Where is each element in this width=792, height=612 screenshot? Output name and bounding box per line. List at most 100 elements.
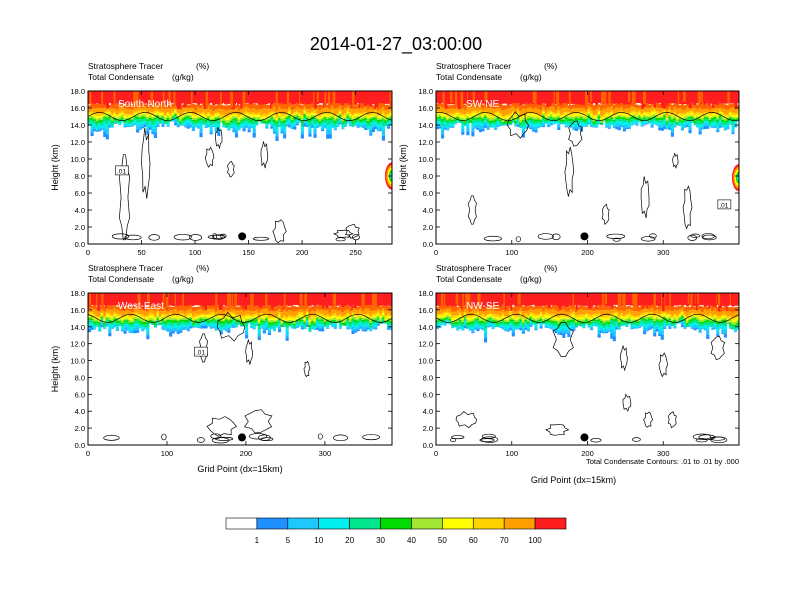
cross-section-label: NW-SE bbox=[466, 301, 499, 312]
y-tick-label: 10.0 bbox=[70, 357, 85, 366]
contour-low-cloud bbox=[702, 234, 717, 241]
y-tick-label: 10.0 bbox=[418, 155, 433, 164]
contour-cloud bbox=[119, 154, 130, 241]
contour-low-cloud bbox=[551, 233, 561, 241]
y-tick-label: 8.0 bbox=[75, 373, 85, 382]
contour-low-cloud bbox=[649, 233, 657, 239]
contour-low-cloud bbox=[260, 437, 274, 442]
y-tick-label: 12.0 bbox=[70, 340, 85, 349]
contour-tropopause bbox=[436, 111, 739, 122]
y-axis: 0.0 2.0 4.0 6.0 8.0 10.0 12.0 14.0 16.0 18.0 Heigh… bbox=[50, 87, 392, 249]
contour-low-cloud bbox=[590, 438, 602, 443]
contour-low-cloud bbox=[189, 234, 203, 241]
contour-cloud bbox=[601, 203, 610, 225]
condensate-contours bbox=[436, 111, 739, 242]
contour-cloud bbox=[216, 311, 245, 342]
panel-header: Stratosphere Tracer (%) Total Condensate (g… bbox=[436, 61, 557, 82]
contour-low-cloud bbox=[537, 233, 554, 240]
contour-low-cloud bbox=[248, 433, 268, 440]
x-tick-label: 100 bbox=[161, 449, 174, 458]
tracer-field bbox=[88, 91, 392, 190]
contour-low-cloud bbox=[252, 236, 270, 241]
colorbar-box bbox=[472, 517, 505, 530]
x-tick-label: 200 bbox=[240, 449, 253, 458]
tracer-field bbox=[436, 293, 739, 343]
contour-label-box bbox=[194, 346, 208, 357]
x-tick-label: 300 bbox=[657, 449, 670, 458]
contour-cloud bbox=[227, 160, 235, 178]
contour-cloud bbox=[568, 120, 583, 147]
y-tick-label: 12.0 bbox=[418, 340, 433, 349]
contour-label: .01 bbox=[117, 168, 126, 175]
contour-cloud bbox=[332, 229, 354, 238]
header-condensate-units: (g/kg) bbox=[172, 274, 194, 284]
y-tick-label: 6.0 bbox=[75, 390, 85, 399]
colorbar-box bbox=[534, 517, 567, 530]
x-tick-label: 0 bbox=[434, 248, 438, 257]
colorbar: 1 5 10 20 30 40 50 60 70 100 bbox=[225, 517, 567, 545]
y-tick-label: 2.0 bbox=[423, 424, 433, 433]
x-tick-label: 300 bbox=[319, 449, 332, 458]
x-tick-label: 100 bbox=[505, 449, 518, 458]
contour-footnote: Total Condensate Contours: .01 to .01 by… bbox=[586, 457, 739, 466]
x-tick-label: 300 bbox=[657, 248, 670, 257]
contour-low-cloud bbox=[451, 435, 465, 440]
y-axis: 0.0 2.0 4.0 6.0 8.0 10.0 12.0 14.0 16.0 18.0 Heigh… bbox=[398, 87, 739, 249]
contour-label: .01 bbox=[719, 202, 728, 209]
contour-cloud bbox=[552, 322, 574, 357]
contour-low-cloud bbox=[515, 236, 521, 242]
y-tick-label: 12.0 bbox=[70, 138, 85, 147]
y-tick-label: 4.0 bbox=[423, 206, 433, 215]
y-tick-label: 16.0 bbox=[70, 306, 85, 315]
contour-low-cloud bbox=[362, 434, 381, 441]
colorbar-box bbox=[256, 517, 289, 530]
contour-low-cloud bbox=[641, 236, 656, 242]
colorbar-box bbox=[287, 517, 320, 530]
contour-low-cloud bbox=[212, 233, 218, 240]
x-axis: 0 100 200 300 Grid Point (dx=15km) bbox=[86, 293, 331, 474]
y-axis: 0.0 2.0 4.0 6.0 8.0 10.0 12.0 14.0 16.0 18.0 Heigh… bbox=[50, 289, 392, 450]
colorbar-box bbox=[380, 517, 412, 530]
x-tick-label: 0 bbox=[434, 449, 438, 458]
location-marker bbox=[238, 232, 247, 241]
colorbar-box bbox=[318, 517, 350, 530]
header-condensate-label: Total Condensate bbox=[436, 274, 502, 284]
contour-cloud bbox=[672, 152, 679, 170]
header-condensate-units: (g/kg) bbox=[172, 72, 194, 82]
contour-low-cloud bbox=[479, 438, 495, 443]
contour-low-cloud bbox=[687, 234, 698, 241]
y-tick-label: 10.0 bbox=[70, 155, 85, 164]
x-tick-label: 0 bbox=[86, 449, 90, 458]
contour-cloud bbox=[640, 176, 650, 219]
x-axis: 0 100 200 300 Grid Point (dx=15km) bbox=[434, 293, 670, 485]
panels: Stratosphere Tracer (%) Total Condensate (g… bbox=[50, 61, 740, 485]
y-tick-label: 18.0 bbox=[70, 289, 85, 298]
condensate-contours bbox=[88, 311, 392, 444]
contour-low-cloud bbox=[173, 233, 192, 241]
contour-low-cloud bbox=[335, 237, 346, 242]
y-tick-label: 2.0 bbox=[75, 223, 85, 232]
y-tick-label: 6.0 bbox=[423, 390, 433, 399]
y-tick-label: 0.0 bbox=[75, 441, 85, 450]
colorbar-box bbox=[503, 517, 536, 530]
colorbar-label: 100 bbox=[528, 536, 542, 545]
contour-low-cloud bbox=[103, 434, 120, 441]
condensate-contours bbox=[436, 313, 739, 444]
contour-cloud bbox=[260, 141, 269, 169]
x-axis: 0 50 100 150 200 250 bbox=[86, 91, 362, 257]
y-tick-label: 18.0 bbox=[418, 87, 433, 96]
contour-low-cloud bbox=[612, 237, 621, 242]
y-tick-label: 2.0 bbox=[75, 424, 85, 433]
cross-section-label: SW-NE bbox=[466, 99, 499, 110]
contour-low-cloud bbox=[210, 433, 222, 439]
header-condensate-label: Total Condensate bbox=[88, 274, 154, 284]
y-tick-label: 8.0 bbox=[423, 172, 433, 181]
contour-low-cloud bbox=[352, 234, 360, 241]
contour-cloud bbox=[545, 423, 570, 436]
y-axis-label: Height (km) bbox=[50, 346, 60, 393]
contour-cloud bbox=[564, 146, 575, 197]
panel-south-north: Stratosphere Tracer (%) Total Condensate (g… bbox=[50, 61, 393, 257]
y-tick-label: 18.0 bbox=[70, 87, 85, 96]
x-tick-label: 200 bbox=[296, 248, 309, 257]
